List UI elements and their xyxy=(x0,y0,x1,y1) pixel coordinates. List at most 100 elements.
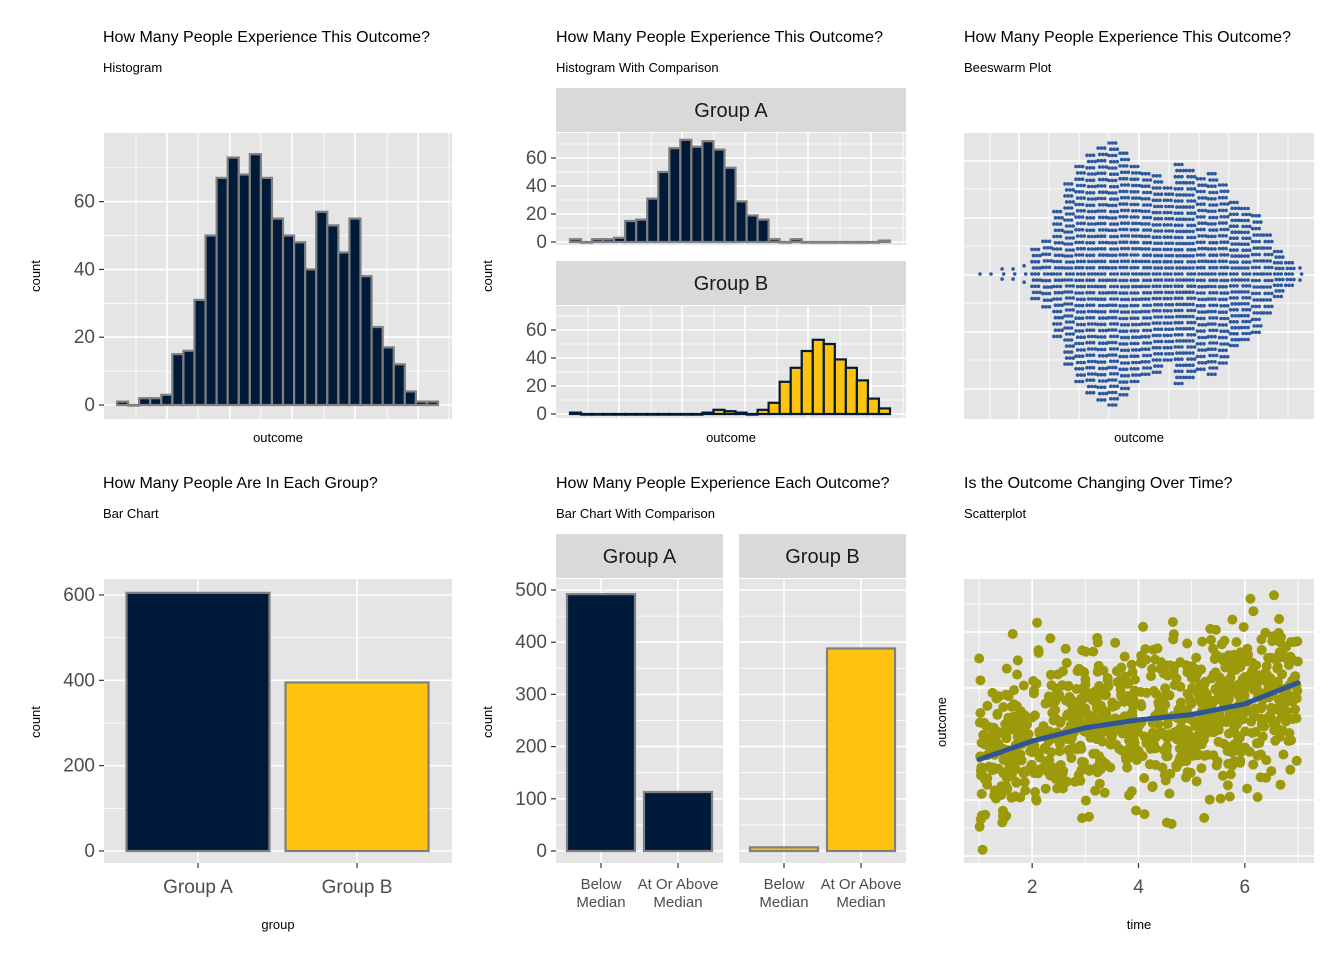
x-tick-label: Median xyxy=(759,894,808,911)
beeswarm-point xyxy=(1123,195,1127,200)
beeswarm-point xyxy=(1097,379,1102,383)
beeswarm-point xyxy=(1124,189,1129,194)
beeswarm-point xyxy=(1124,240,1129,244)
beeswarm-point xyxy=(1167,327,1171,332)
beeswarm-point xyxy=(1038,290,1042,295)
beeswarm-point xyxy=(1219,342,1223,346)
beeswarm-point xyxy=(1252,233,1256,237)
histogram-bar xyxy=(613,236,627,244)
beeswarm-point xyxy=(1044,265,1048,270)
beeswarm-point xyxy=(1080,240,1085,245)
beeswarm-point xyxy=(1243,337,1247,342)
scatter-point xyxy=(1175,722,1186,733)
beeswarm-point xyxy=(1178,180,1182,185)
beeswarm-point xyxy=(1102,171,1107,176)
y-tick-label: 20 xyxy=(74,327,95,348)
beeswarm-point xyxy=(1221,259,1225,264)
beeswarm-point xyxy=(1053,278,1058,283)
beeswarm-point xyxy=(1158,198,1162,203)
beeswarm-point xyxy=(1052,322,1056,326)
beeswarm-point xyxy=(1071,200,1075,204)
beeswarm-point xyxy=(1115,347,1120,351)
beeswarm-point xyxy=(1228,248,1233,252)
beeswarm-point xyxy=(1195,253,1200,257)
beeswarm-point xyxy=(1113,253,1118,258)
beeswarm-point xyxy=(1064,188,1069,192)
beeswarm-point xyxy=(1090,209,1094,214)
beeswarm-point xyxy=(1023,272,1028,276)
beeswarm-point xyxy=(1247,307,1252,312)
scatter-point xyxy=(1008,699,1019,710)
beeswarm-point xyxy=(1132,278,1137,283)
beeswarm-point xyxy=(1211,278,1216,283)
beeswarm-point xyxy=(1134,234,1138,238)
beeswarm-point xyxy=(1167,339,1171,344)
scatter-point xyxy=(1182,638,1193,649)
beeswarm-point xyxy=(1074,202,1078,207)
beeswarm-point xyxy=(1110,378,1115,382)
beeswarm-point xyxy=(1102,247,1107,251)
beeswarm-point xyxy=(1053,328,1058,333)
beeswarm-point xyxy=(1154,235,1159,239)
beeswarm-point xyxy=(1272,260,1277,265)
beeswarm-point xyxy=(1136,379,1140,384)
beeswarm-point xyxy=(1202,367,1206,372)
beeswarm-point xyxy=(1129,265,1133,270)
beeswarm-point xyxy=(1180,199,1184,203)
beeswarm-point xyxy=(1035,266,1039,270)
beeswarm-point xyxy=(1091,378,1096,383)
beeswarm-point xyxy=(1151,186,1156,190)
beeswarm-point xyxy=(1080,278,1085,283)
beeswarm-point xyxy=(1170,339,1175,344)
beeswarm-point xyxy=(1187,241,1192,246)
beeswarm-point xyxy=(1115,372,1120,376)
beeswarm-point xyxy=(1112,322,1116,326)
scatter-point xyxy=(1175,681,1186,692)
beeswarm-point xyxy=(1217,272,1222,276)
beeswarm-point xyxy=(1213,272,1217,276)
beeswarm-point xyxy=(1197,183,1201,187)
beeswarm-point xyxy=(1154,259,1159,264)
beeswarm-point xyxy=(1121,354,1126,359)
beeswarm-point xyxy=(1167,204,1171,209)
beeswarm-point xyxy=(1151,259,1156,264)
scatter-point xyxy=(1020,785,1031,796)
beeswarm-point xyxy=(1211,303,1216,308)
beeswarm-point xyxy=(1192,187,1197,191)
beeswarm-point xyxy=(1173,357,1178,362)
beeswarm-point xyxy=(1214,303,1219,308)
y-tick-label: 500 xyxy=(515,580,547,601)
beeswarm-point xyxy=(1158,223,1162,227)
beeswarm-point xyxy=(1209,259,1214,264)
scatter-point xyxy=(992,709,1003,720)
beeswarm-point xyxy=(1261,259,1266,263)
beeswarm-point xyxy=(1159,253,1164,258)
beeswarm-point xyxy=(1099,284,1104,289)
beeswarm-point xyxy=(1214,203,1219,207)
beeswarm-point xyxy=(1244,331,1249,336)
scatter-point xyxy=(1215,793,1226,804)
beeswarm-point xyxy=(1137,297,1142,302)
beeswarm-point xyxy=(1104,316,1109,320)
scatter-point xyxy=(1223,676,1234,687)
beeswarm-point xyxy=(1189,320,1194,325)
beeswarm-point xyxy=(1175,302,1179,307)
beeswarm-point xyxy=(1049,259,1053,263)
beeswarm-point xyxy=(1137,221,1142,226)
scatter-point xyxy=(1159,691,1170,702)
beeswarm-point xyxy=(1044,278,1048,283)
beeswarm-point xyxy=(1049,298,1053,303)
beeswarm-point xyxy=(1112,359,1116,364)
beeswarm-point xyxy=(1143,347,1148,352)
beeswarm-point xyxy=(1243,313,1247,318)
beeswarm-point xyxy=(1068,284,1072,288)
beeswarm-point xyxy=(1107,378,1111,382)
beeswarm-point xyxy=(1279,260,1283,265)
beeswarm-point xyxy=(1159,266,1164,270)
beeswarm-point xyxy=(1058,284,1063,289)
beeswarm-point xyxy=(1209,297,1214,301)
beeswarm-point xyxy=(1178,302,1182,307)
beeswarm-point xyxy=(1162,358,1167,362)
scatter-point xyxy=(1063,680,1074,691)
beeswarm-point xyxy=(1233,242,1238,246)
